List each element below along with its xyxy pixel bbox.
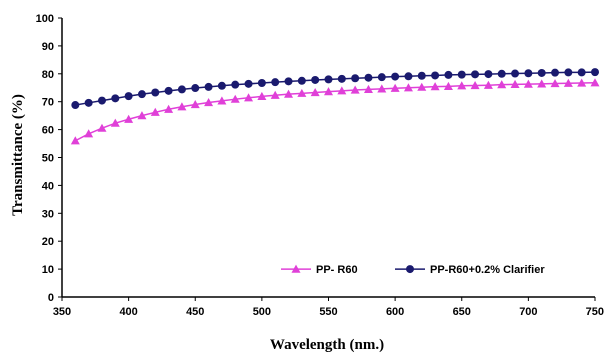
data-point — [205, 83, 213, 91]
y-tick-label: 100 — [36, 13, 54, 25]
data-point — [458, 71, 466, 79]
data-point — [138, 90, 146, 98]
legend-item-2: PP-R60+0.2% Clarifier — [395, 264, 545, 276]
x-tick-label: 400 — [119, 306, 137, 318]
x-tick-label: 700 — [519, 306, 537, 318]
data-point — [98, 97, 106, 105]
data-point — [391, 73, 399, 81]
data-point — [511, 70, 519, 78]
data-point — [298, 77, 306, 85]
y-tick-label: 60 — [42, 125, 54, 137]
data-point — [338, 75, 346, 83]
data-point — [378, 73, 386, 81]
data-point — [165, 87, 173, 95]
x-tick-label: 450 — [186, 306, 204, 318]
y-tick-label: 10 — [42, 264, 54, 276]
data-point — [85, 99, 93, 107]
legend-label: PP-R60+0.2% Clarifier — [430, 264, 545, 276]
y-axis-title: Transmittance (%) — [10, 94, 26, 216]
y-tick-label: 90 — [42, 41, 54, 53]
data-point — [125, 92, 133, 100]
x-tick-label: 350 — [53, 306, 71, 318]
y-axis-ticks: 0 10 20 30 40 50 60 70 80 90 100 — [36, 13, 62, 304]
y-tick-label: 30 — [42, 208, 54, 220]
data-point — [591, 68, 599, 76]
axes — [62, 18, 595, 297]
x-axis-title: Wavelength (nm.) — [270, 337, 384, 353]
legend-label: PP- R60 — [316, 264, 358, 276]
data-point — [151, 88, 159, 96]
y-tick-label: 40 — [42, 180, 54, 192]
data-point — [471, 70, 479, 78]
data-point — [178, 85, 186, 93]
data-point — [231, 81, 239, 89]
x-tick-label: 500 — [253, 306, 271, 318]
data-point — [191, 84, 199, 92]
x-tick-label: 550 — [319, 306, 337, 318]
data-point — [245, 80, 253, 88]
series-2 — [71, 68, 599, 109]
data-point — [285, 77, 293, 85]
data-point — [71, 136, 80, 144]
y-tick-label: 50 — [42, 153, 54, 165]
data-point — [498, 70, 506, 78]
data-point — [71, 101, 79, 109]
data-point — [418, 72, 426, 80]
data-point — [84, 129, 93, 137]
data-point — [538, 69, 546, 77]
data-point — [564, 68, 572, 76]
y-tick-label: 70 — [42, 97, 54, 109]
x-tick-label: 600 — [386, 306, 404, 318]
x-tick-label: 750 — [586, 306, 604, 318]
data-point — [551, 69, 559, 77]
data-point — [364, 74, 372, 82]
data-point — [311, 76, 319, 84]
series-1 — [71, 78, 600, 144]
series-layer — [71, 68, 600, 144]
data-point — [351, 74, 359, 82]
data-point — [258, 79, 266, 87]
legend-swatch-marker — [406, 265, 414, 273]
y-tick-label: 0 — [48, 292, 54, 304]
data-point — [271, 78, 279, 86]
y-tick-label: 20 — [42, 236, 54, 248]
data-point — [524, 69, 532, 77]
data-point — [404, 72, 412, 80]
data-point — [578, 68, 586, 76]
y-tick-label: 80 — [42, 69, 54, 81]
x-axis-ticks: 350 400 450 500 550 600 650 700 750 — [53, 297, 604, 318]
series-line — [75, 72, 595, 105]
data-point — [444, 71, 452, 79]
data-point — [431, 71, 439, 79]
data-point — [218, 82, 226, 90]
data-point — [111, 94, 119, 102]
x-tick-label: 650 — [453, 306, 471, 318]
data-point — [484, 70, 492, 78]
legend: PP- R60 PP-R60+0.2% Clarifier — [281, 264, 545, 276]
data-point — [325, 75, 333, 83]
legend-item-1: PP- R60 — [281, 264, 358, 276]
